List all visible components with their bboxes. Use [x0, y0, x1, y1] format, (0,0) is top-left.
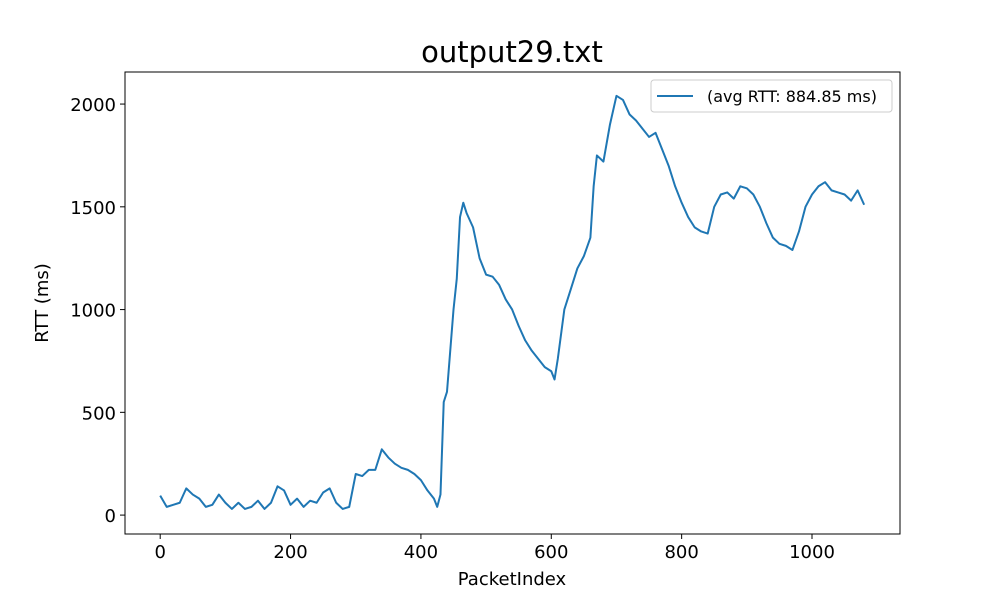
x-tick-label: 400 [404, 542, 438, 563]
y-axis-label: RTT (ms) [32, 263, 53, 343]
series-line [159, 94, 866, 510]
plot-frame [124, 71, 901, 535]
x-tick-label: 0 [154, 542, 165, 563]
y-tick-label: 1500 [70, 198, 116, 219]
chart-title: output29.txt [421, 35, 603, 69]
legend-label: (avg RTT: 884.85 ms) [707, 87, 877, 106]
x-tick-label: 600 [534, 542, 568, 563]
y-tick-label: 1000 [70, 301, 116, 322]
x-axis-label: PacketIndex [458, 569, 567, 590]
y-tick-label: 500 [82, 403, 116, 424]
y-tick-label: 0 [105, 506, 116, 527]
legend-box [650, 79, 893, 113]
y-tick-label: 2000 [70, 95, 116, 116]
x-tick-label: 1000 [789, 542, 835, 563]
x-tick-label: 800 [664, 542, 698, 563]
x-tick-label: 200 [273, 542, 307, 563]
